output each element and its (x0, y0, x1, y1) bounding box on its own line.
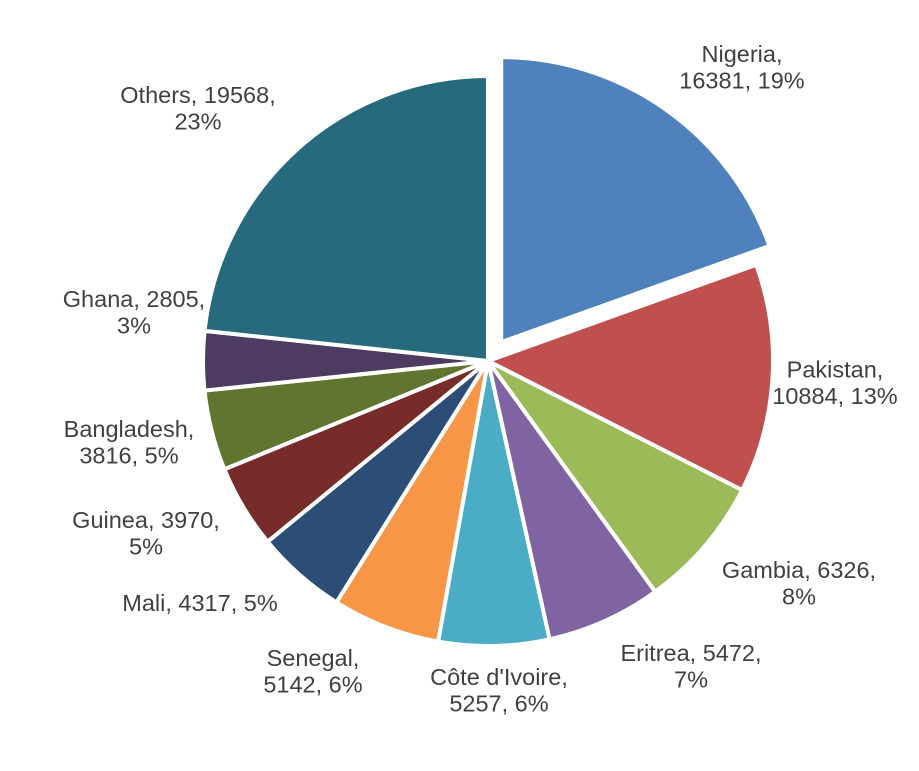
svg-text:23%: 23% (174, 109, 221, 135)
svg-text:Bangladesh,: Bangladesh, (64, 416, 195, 442)
svg-text:Côte d'Ivoire,: Côte d'Ivoire, (430, 664, 568, 690)
svg-text:10884, 13%: 10884, 13% (772, 383, 898, 409)
svg-text:7%: 7% (674, 667, 708, 693)
svg-text:Others, 19568,: Others, 19568, (120, 82, 275, 108)
svg-text:3%: 3% (117, 313, 151, 339)
svg-text:Pakistan,: Pakistan, (787, 357, 884, 383)
svg-text:Guinea, 3970,: Guinea, 3970, (72, 507, 220, 533)
svg-text:Senegal,: Senegal, (267, 645, 360, 671)
svg-text:8%: 8% (782, 584, 816, 610)
svg-text:5142, 6%: 5142, 6% (263, 672, 362, 698)
svg-text:16381, 19%: 16381, 19% (679, 68, 805, 94)
svg-text:Gambia, 6326,: Gambia, 6326, (722, 557, 876, 583)
svg-text:Nigeria,: Nigeria, (702, 41, 783, 67)
svg-text:5257, 6%: 5257, 6% (449, 691, 548, 717)
svg-text:Mali, 4317, 5%: Mali, 4317, 5% (122, 590, 278, 616)
svg-text:3816, 5%: 3816, 5% (79, 443, 178, 469)
svg-text:5%: 5% (129, 534, 163, 560)
svg-text:Ghana, 2805,: Ghana, 2805, (63, 286, 205, 312)
svg-text:Eritrea, 5472,: Eritrea, 5472, (620, 640, 761, 666)
